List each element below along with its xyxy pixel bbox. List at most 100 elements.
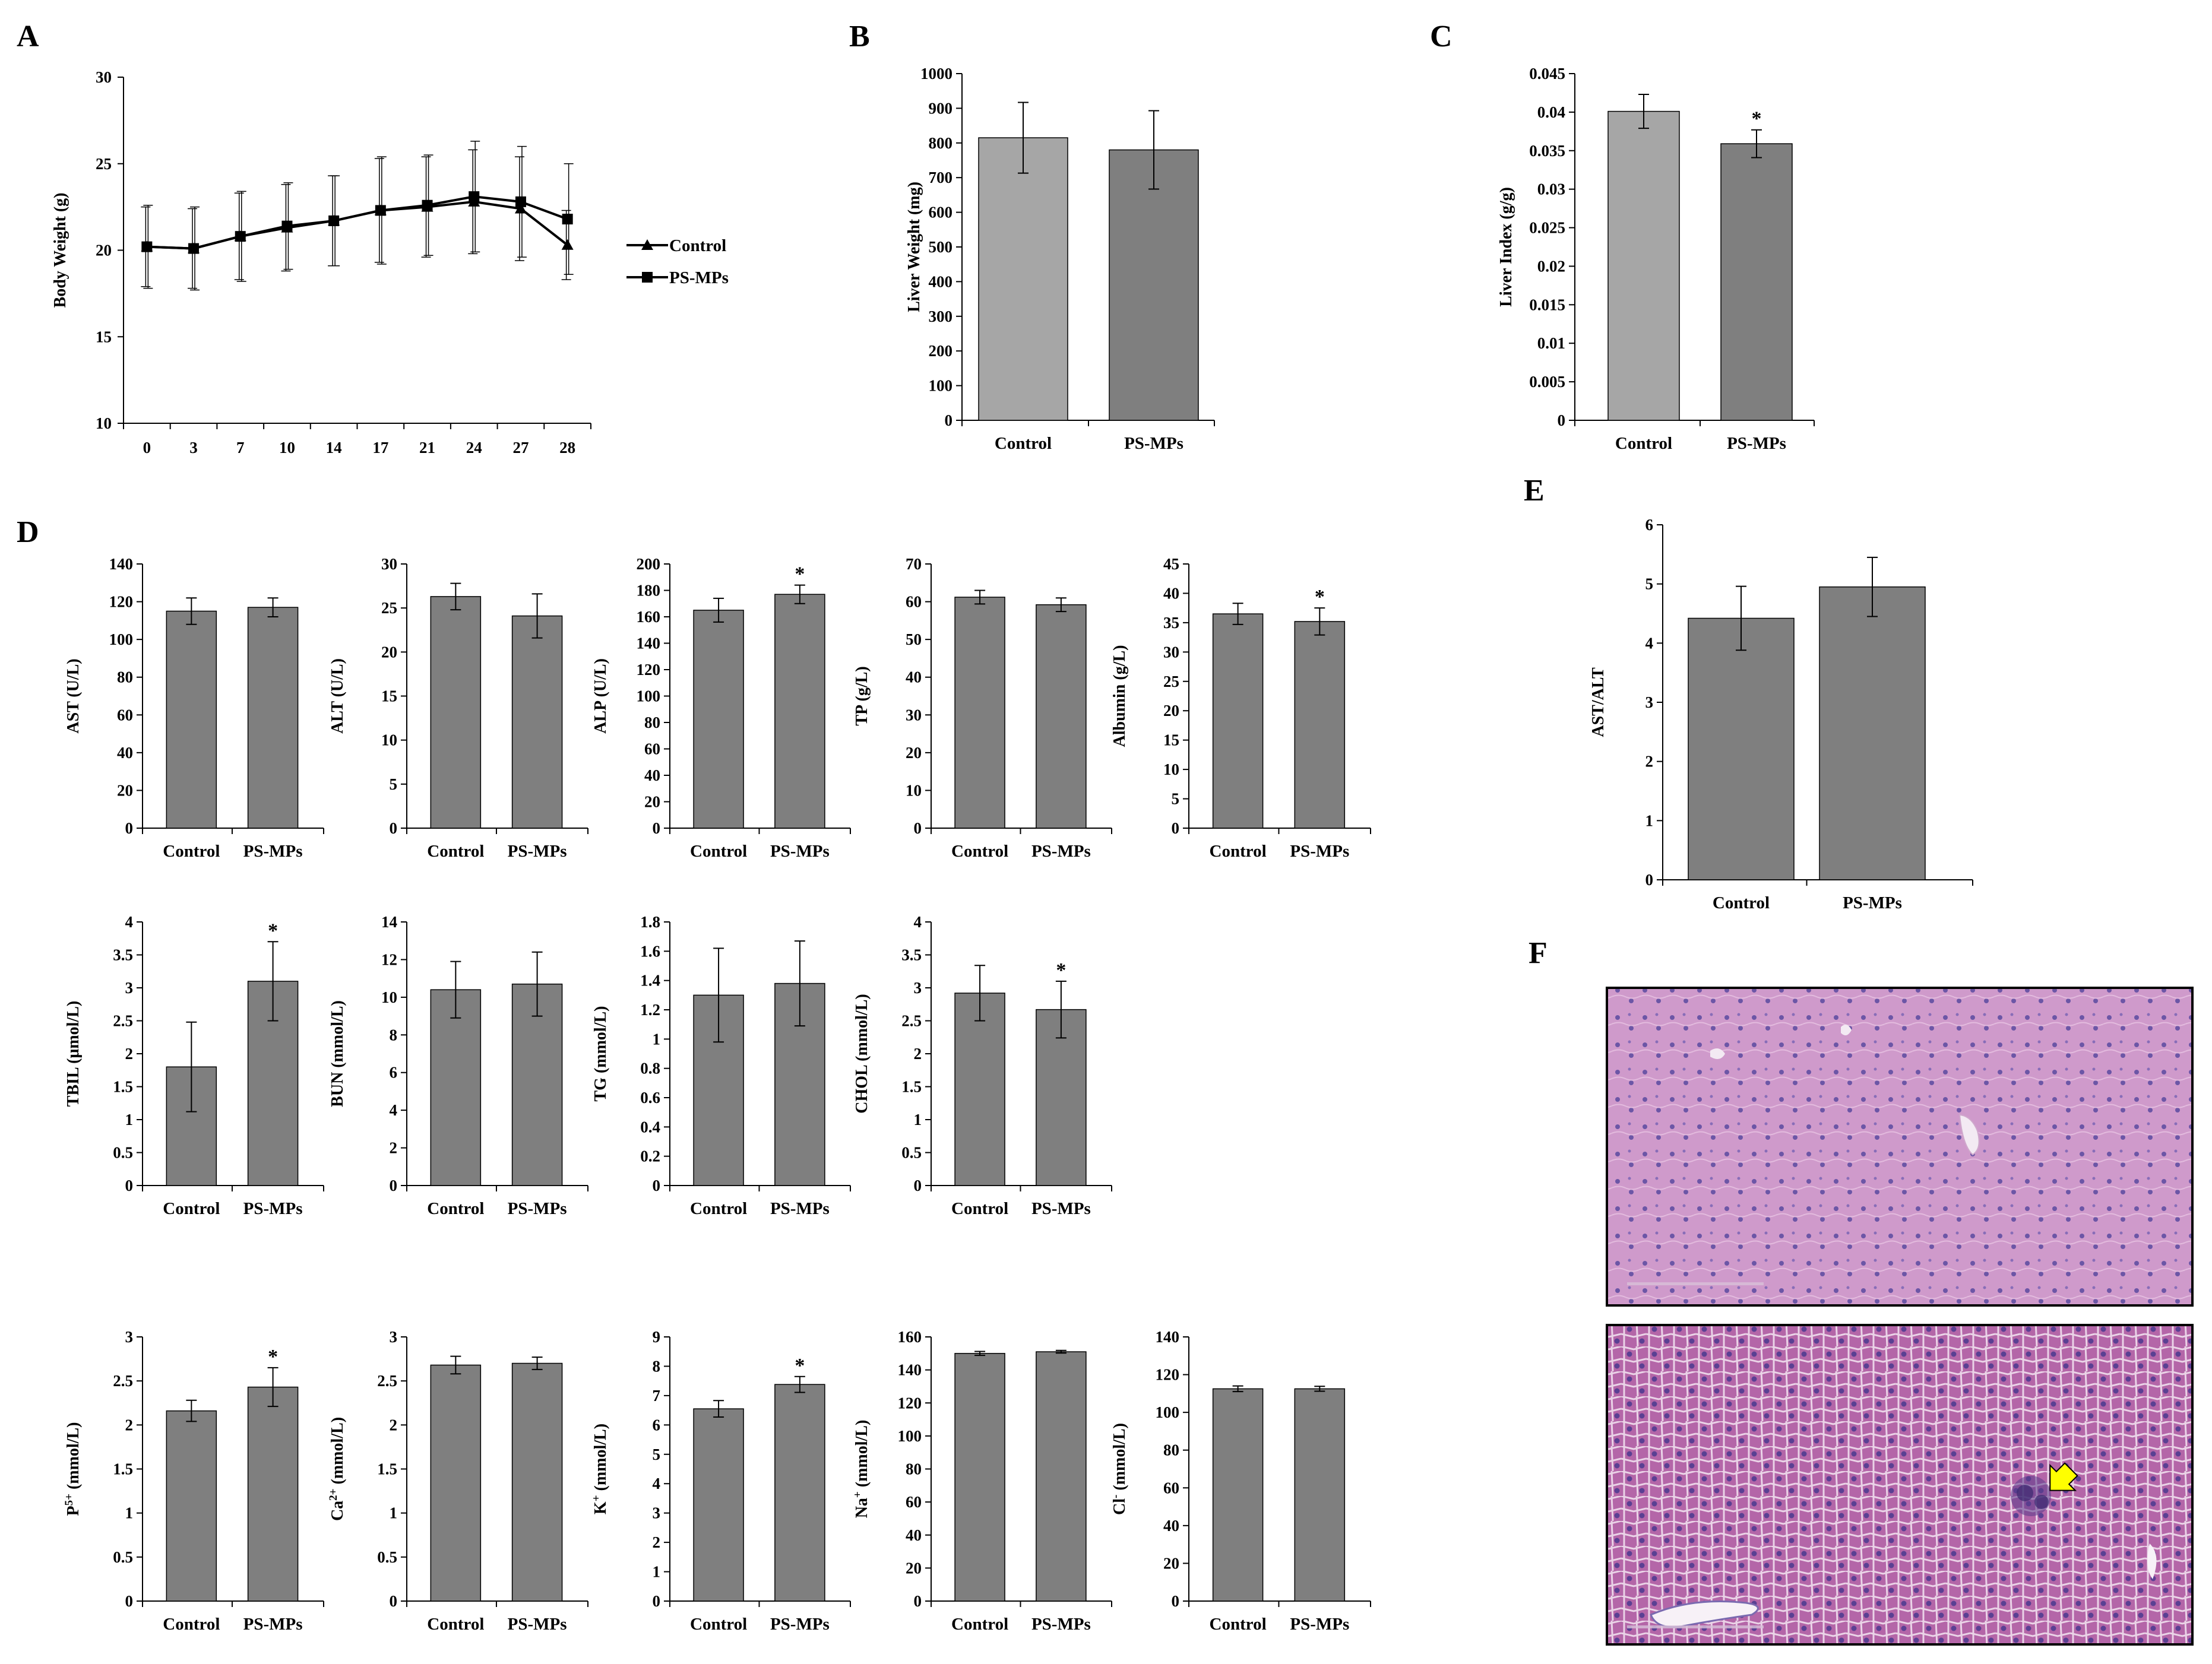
y-tick-label: 1 — [125, 1111, 134, 1129]
chart-tg: 0 0.2 0.4 0.6 0.8 1 1.2 1.4 1.6 1.8 Control PS-MPs T… — [591, 913, 851, 1218]
y-tick-label: 2 — [390, 1416, 398, 1434]
y-tick-label: 3.5 — [901, 946, 922, 964]
y-tick-label: 1.4 — [640, 972, 660, 990]
y-tick-label: 2 — [914, 1045, 922, 1063]
y-tick-label: 30 — [1163, 643, 1179, 661]
y-tick-label: 0 — [1645, 871, 1654, 889]
y-tick-label: 6 — [653, 1416, 661, 1434]
x-tick-label: 28 — [559, 439, 575, 457]
y-tick-label: 3 — [653, 1504, 661, 1522]
bar-ps-mps — [247, 1386, 299, 1602]
y-axis-label: P5+ (mmol/L) — [63, 1422, 83, 1516]
chart-body-weight: 10 15 20 25 30 0 3 7 10 14 17 21 24 27 28 Control PS-MPs… — [51, 68, 729, 457]
significance-marker: * — [268, 920, 278, 942]
bar-control — [1212, 613, 1264, 829]
y-tick-label: 25 — [96, 155, 112, 173]
data-point — [328, 215, 340, 226]
bar-ps-mps — [1109, 149, 1199, 421]
y-axis-label: AST (U/L) — [64, 658, 83, 733]
y-tick-label: 80 — [117, 668, 133, 686]
y-tick-label: 5 — [653, 1446, 661, 1463]
x-tick-label: 24 — [466, 439, 482, 457]
chart-p5: 0 0.5 1 1.5 2 2.5 3 Control * PS-MPs P5+ (mmol/L) — [63, 1328, 324, 1634]
y-tick-label: 0.6 — [640, 1089, 660, 1107]
y-tick-label: 0.025 — [1529, 219, 1565, 237]
y-tick-label: 0.8 — [640, 1060, 660, 1077]
y-tick-label: 160 — [637, 608, 661, 626]
category-label: PS-MPs — [1124, 434, 1183, 453]
y-tick-label: 140 — [898, 1361, 922, 1379]
y-tick-label: 6 — [1645, 516, 1654, 534]
y-tick-label: 0 — [125, 819, 134, 837]
y-tick-label: 0 — [125, 1592, 134, 1610]
y-tick-label: 0.01 — [1537, 334, 1565, 352]
category-label: PS-MPs — [508, 1615, 567, 1634]
x-tick-label: 10 — [279, 439, 295, 457]
y-tick-label: 1.2 — [640, 1001, 660, 1019]
y-tick-label: 100 — [929, 377, 953, 395]
y-tick-label: 3 — [125, 979, 134, 997]
bar-control — [693, 610, 744, 829]
y-tick-label: 120 — [109, 593, 134, 611]
y-tick-label: 30 — [381, 555, 397, 573]
y-axis-label: TBIL (μmol/L) — [64, 1001, 83, 1107]
chart-ast: 0 20 40 60 80 100 120 140 Control PS-MPs AST (U/L) — [64, 555, 324, 861]
y-tick-label: 7 — [653, 1387, 661, 1405]
bar-ps-mps — [1819, 586, 1926, 880]
y-tick-label: 120 — [898, 1394, 922, 1412]
y-axis-label: K+ (mmol/L) — [590, 1424, 610, 1514]
significance-marker: * — [268, 1346, 278, 1368]
y-tick-label: 20 — [1163, 1554, 1179, 1572]
y-tick-label: 1.5 — [113, 1460, 133, 1478]
y-tick-label: 100 — [898, 1427, 922, 1445]
y-tick-label: 10 — [96, 414, 112, 432]
category-label: Control — [690, 1615, 747, 1634]
series-line-ps-mps — [147, 195, 568, 250]
y-tick-label: 0 — [914, 819, 922, 837]
y-tick-label: 40 — [1163, 1517, 1179, 1535]
category-label: PS-MPs — [1727, 434, 1786, 453]
y-tick-label: 2.5 — [113, 1372, 133, 1390]
y-axis-label: Albumin (g/L) — [1110, 645, 1129, 747]
y-tick-label: 60 — [1163, 1479, 1179, 1497]
x-tick-label: 27 — [512, 439, 529, 457]
significance-marker: * — [795, 1355, 805, 1377]
legend-marker — [641, 239, 653, 250]
data-point — [141, 241, 153, 252]
y-tick-label: 140 — [109, 555, 134, 573]
y-tick-label: 200 — [637, 555, 661, 573]
chart-na: 0 20 40 60 80 100 120 140 160 Control PS-MPs Na+ (m… — [852, 1328, 1112, 1634]
category-label: PS-MPs — [1031, 1615, 1091, 1634]
category-label: PS-MPs — [1290, 1615, 1349, 1634]
y-tick-label: 45 — [1163, 555, 1179, 573]
y-tick-label: 40 — [906, 668, 922, 686]
y-tick-label: 0.4 — [640, 1118, 660, 1136]
y-tick-label: 3 — [1645, 693, 1654, 711]
bar-ps-mps — [511, 983, 563, 1186]
y-tick-label: 20 — [906, 1559, 922, 1577]
y-tick-label: 40 — [1163, 584, 1179, 602]
bar-ps-mps — [774, 594, 825, 829]
y-tick-label: 40 — [117, 744, 133, 762]
y-tick-label: 140 — [1156, 1328, 1180, 1346]
bar-control — [1212, 1388, 1264, 1602]
chart-alt: 0 5 10 15 20 25 30 Control PS-MPs ALT (U/L) — [328, 555, 588, 861]
y-tick-label: 3.5 — [113, 946, 133, 964]
bar-control — [954, 993, 1005, 1186]
y-tick-label: 0 — [653, 1592, 661, 1610]
category-label: Control — [1210, 842, 1267, 861]
y-tick-label: 0 — [125, 1177, 134, 1194]
bar-ps-mps — [1036, 604, 1087, 829]
significance-marker: * — [1056, 959, 1066, 981]
y-tick-label: 5 — [1172, 790, 1180, 808]
y-tick-label: 5 — [1645, 575, 1654, 593]
arrow-icon — [2049, 1462, 2078, 1491]
y-tick-label: 900 — [929, 99, 953, 117]
category-label: Control — [1210, 1615, 1267, 1634]
bar-control — [1688, 617, 1795, 880]
significance-marker: * — [1752, 108, 1762, 130]
y-axis-label: Liver Weight (mg) — [905, 182, 923, 312]
y-tick-label: 1 — [125, 1504, 134, 1522]
legend-label: Control — [669, 236, 726, 255]
